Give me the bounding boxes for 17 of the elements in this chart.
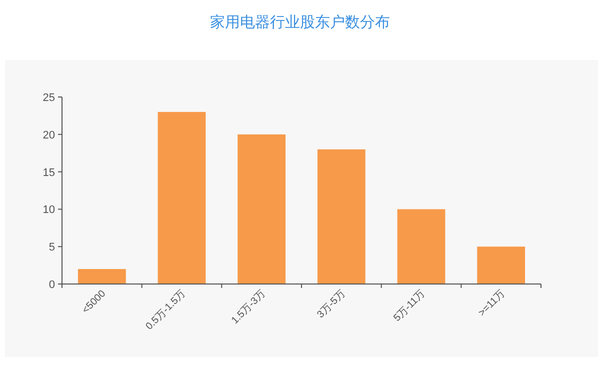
y-tick-label: 10 [42,204,55,216]
y-tick-label: 25 [42,92,55,104]
bar [238,134,286,284]
y-tick-label: 5 [48,242,55,254]
chart-title: 家用电器行业股东户数分布 [210,14,390,31]
x-tick-label: 3万-5万 [315,288,348,320]
y-tick-label: 0 [48,279,55,291]
bar [158,112,206,284]
bar [317,149,366,284]
x-tick-label: 1.5万-3万 [230,288,268,326]
bar [397,209,446,284]
y-tick-label: 15 [42,166,55,179]
x-tick-label: 0.5万-1.5万 [144,288,188,332]
bar [477,246,526,284]
bar [78,269,126,284]
x-tick-label: 5万-11万 [392,288,428,324]
y-tick-label: 20 [42,129,55,142]
